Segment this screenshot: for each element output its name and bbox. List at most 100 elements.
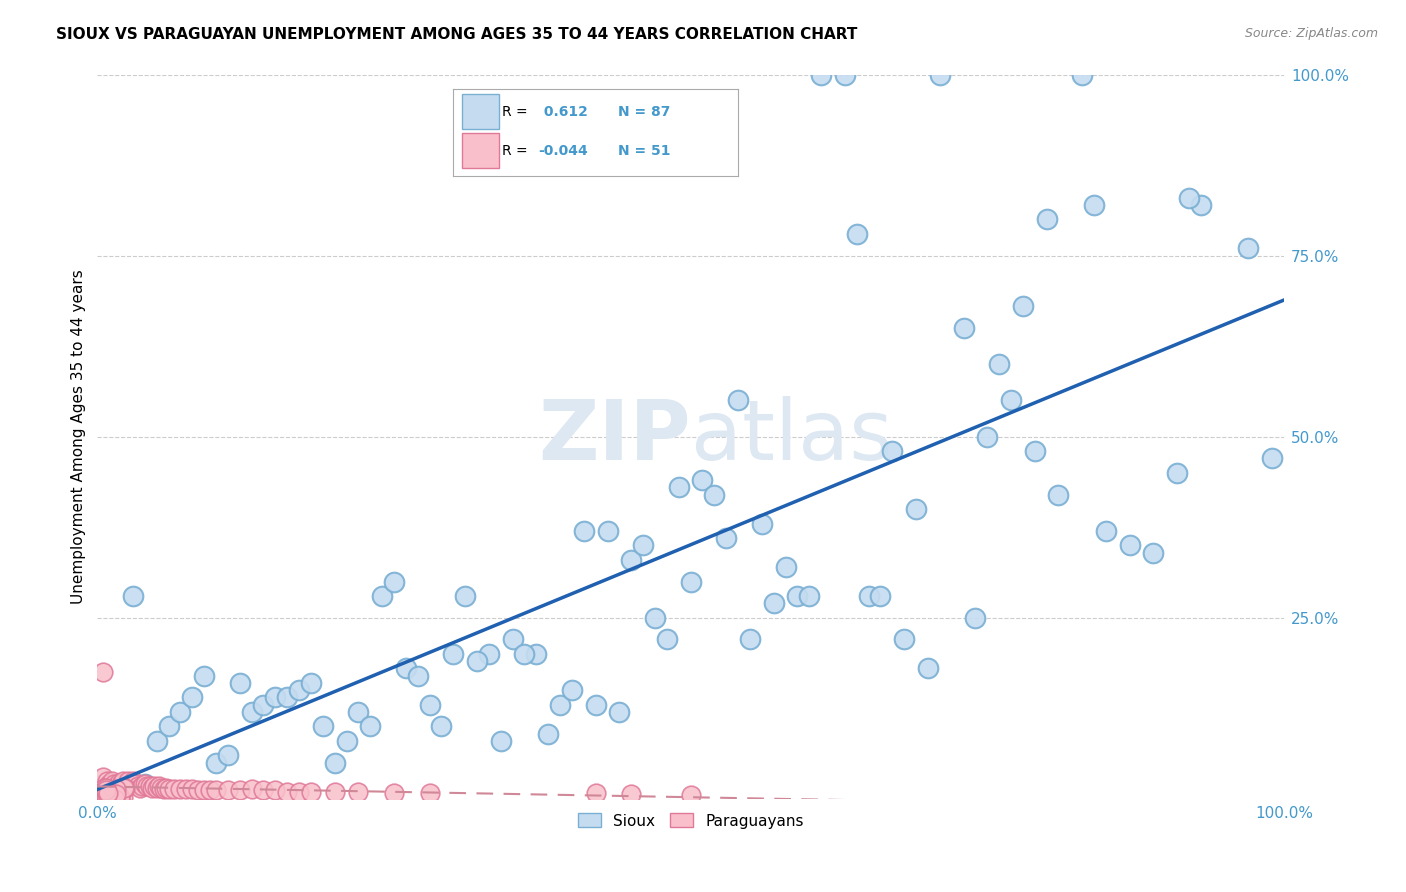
Point: [181, 782, 204, 797]
Point: [131, 779, 153, 793]
Point: [1071, 68, 1094, 82]
Point: [90, 786, 112, 800]
Point: [524, 647, 547, 661]
Point: [91, 770, 114, 784]
Point: [205, 756, 228, 770]
Point: [810, 68, 832, 82]
Point: [105, 779, 128, 793]
Point: [668, 480, 690, 494]
Point: [169, 782, 191, 797]
Point: [93, 791, 115, 805]
Point: [103, 777, 125, 791]
Point: [406, 669, 429, 683]
Point: [114, 781, 136, 796]
Point: [347, 784, 370, 798]
Point: [264, 690, 287, 705]
Point: [572, 524, 595, 538]
Point: [703, 488, 725, 502]
Point: [114, 779, 136, 793]
Point: [561, 683, 583, 698]
Point: [112, 773, 135, 788]
Point: [276, 690, 298, 705]
Point: [738, 632, 761, 647]
Point: [441, 647, 464, 661]
Point: [454, 589, 477, 603]
Point: [858, 589, 880, 603]
Point: [100, 786, 122, 800]
Point: [382, 574, 405, 589]
Point: [596, 524, 619, 538]
Point: [834, 68, 856, 82]
Point: [489, 734, 512, 748]
Point: [382, 786, 405, 800]
Point: [869, 589, 891, 603]
Point: [288, 784, 311, 798]
Point: [609, 705, 631, 719]
Point: [163, 782, 186, 797]
Point: [117, 773, 139, 788]
Legend: Sioux, Paraguayans: Sioux, Paraguayans: [571, 807, 810, 835]
Point: [775, 560, 797, 574]
Point: [181, 690, 204, 705]
Y-axis label: Unemployment Among Ages 35 to 44 years: Unemployment Among Ages 35 to 44 years: [72, 269, 86, 604]
Point: [252, 783, 274, 797]
Point: [288, 683, 311, 698]
Point: [96, 783, 118, 797]
Point: [299, 676, 322, 690]
Point: [145, 780, 167, 795]
Point: [134, 777, 156, 791]
Point: [97, 786, 120, 800]
Point: [1178, 191, 1201, 205]
Point: [727, 393, 749, 408]
Point: [312, 719, 335, 733]
Text: ZIP: ZIP: [538, 396, 690, 477]
Point: [679, 574, 702, 589]
Point: [419, 698, 441, 712]
Point: [104, 787, 127, 801]
Point: [169, 705, 191, 719]
Point: [138, 779, 160, 793]
Point: [129, 780, 152, 795]
Point: [585, 698, 607, 712]
Point: [1142, 545, 1164, 559]
Point: [585, 786, 607, 800]
Point: [152, 782, 174, 797]
Point: [100, 773, 122, 788]
Point: [91, 665, 114, 679]
Point: [264, 783, 287, 797]
Point: [882, 444, 904, 458]
Point: [395, 661, 418, 675]
Point: [229, 676, 252, 690]
Point: [371, 589, 394, 603]
Point: [193, 783, 215, 797]
Point: [112, 781, 135, 796]
Point: [786, 589, 808, 603]
Point: [94, 781, 117, 796]
Point: [1189, 198, 1212, 212]
Point: [104, 792, 127, 806]
Point: [1000, 393, 1022, 408]
Point: [1166, 466, 1188, 480]
Point: [187, 783, 209, 797]
Point: [110, 777, 132, 791]
Point: [1047, 488, 1070, 502]
Point: [110, 789, 132, 804]
Point: [217, 783, 239, 797]
Point: [98, 783, 121, 797]
Point: [299, 784, 322, 798]
Point: [988, 357, 1011, 371]
Point: [240, 782, 263, 797]
Point: [631, 538, 654, 552]
Point: [103, 784, 125, 798]
Point: [157, 719, 180, 733]
Point: [127, 779, 149, 793]
Point: [252, 698, 274, 712]
Point: [136, 779, 159, 793]
Point: [104, 791, 127, 805]
Point: [193, 669, 215, 683]
Point: [1095, 524, 1118, 538]
Point: [679, 788, 702, 802]
Point: [323, 756, 346, 770]
Point: [716, 531, 738, 545]
Point: [644, 611, 666, 625]
